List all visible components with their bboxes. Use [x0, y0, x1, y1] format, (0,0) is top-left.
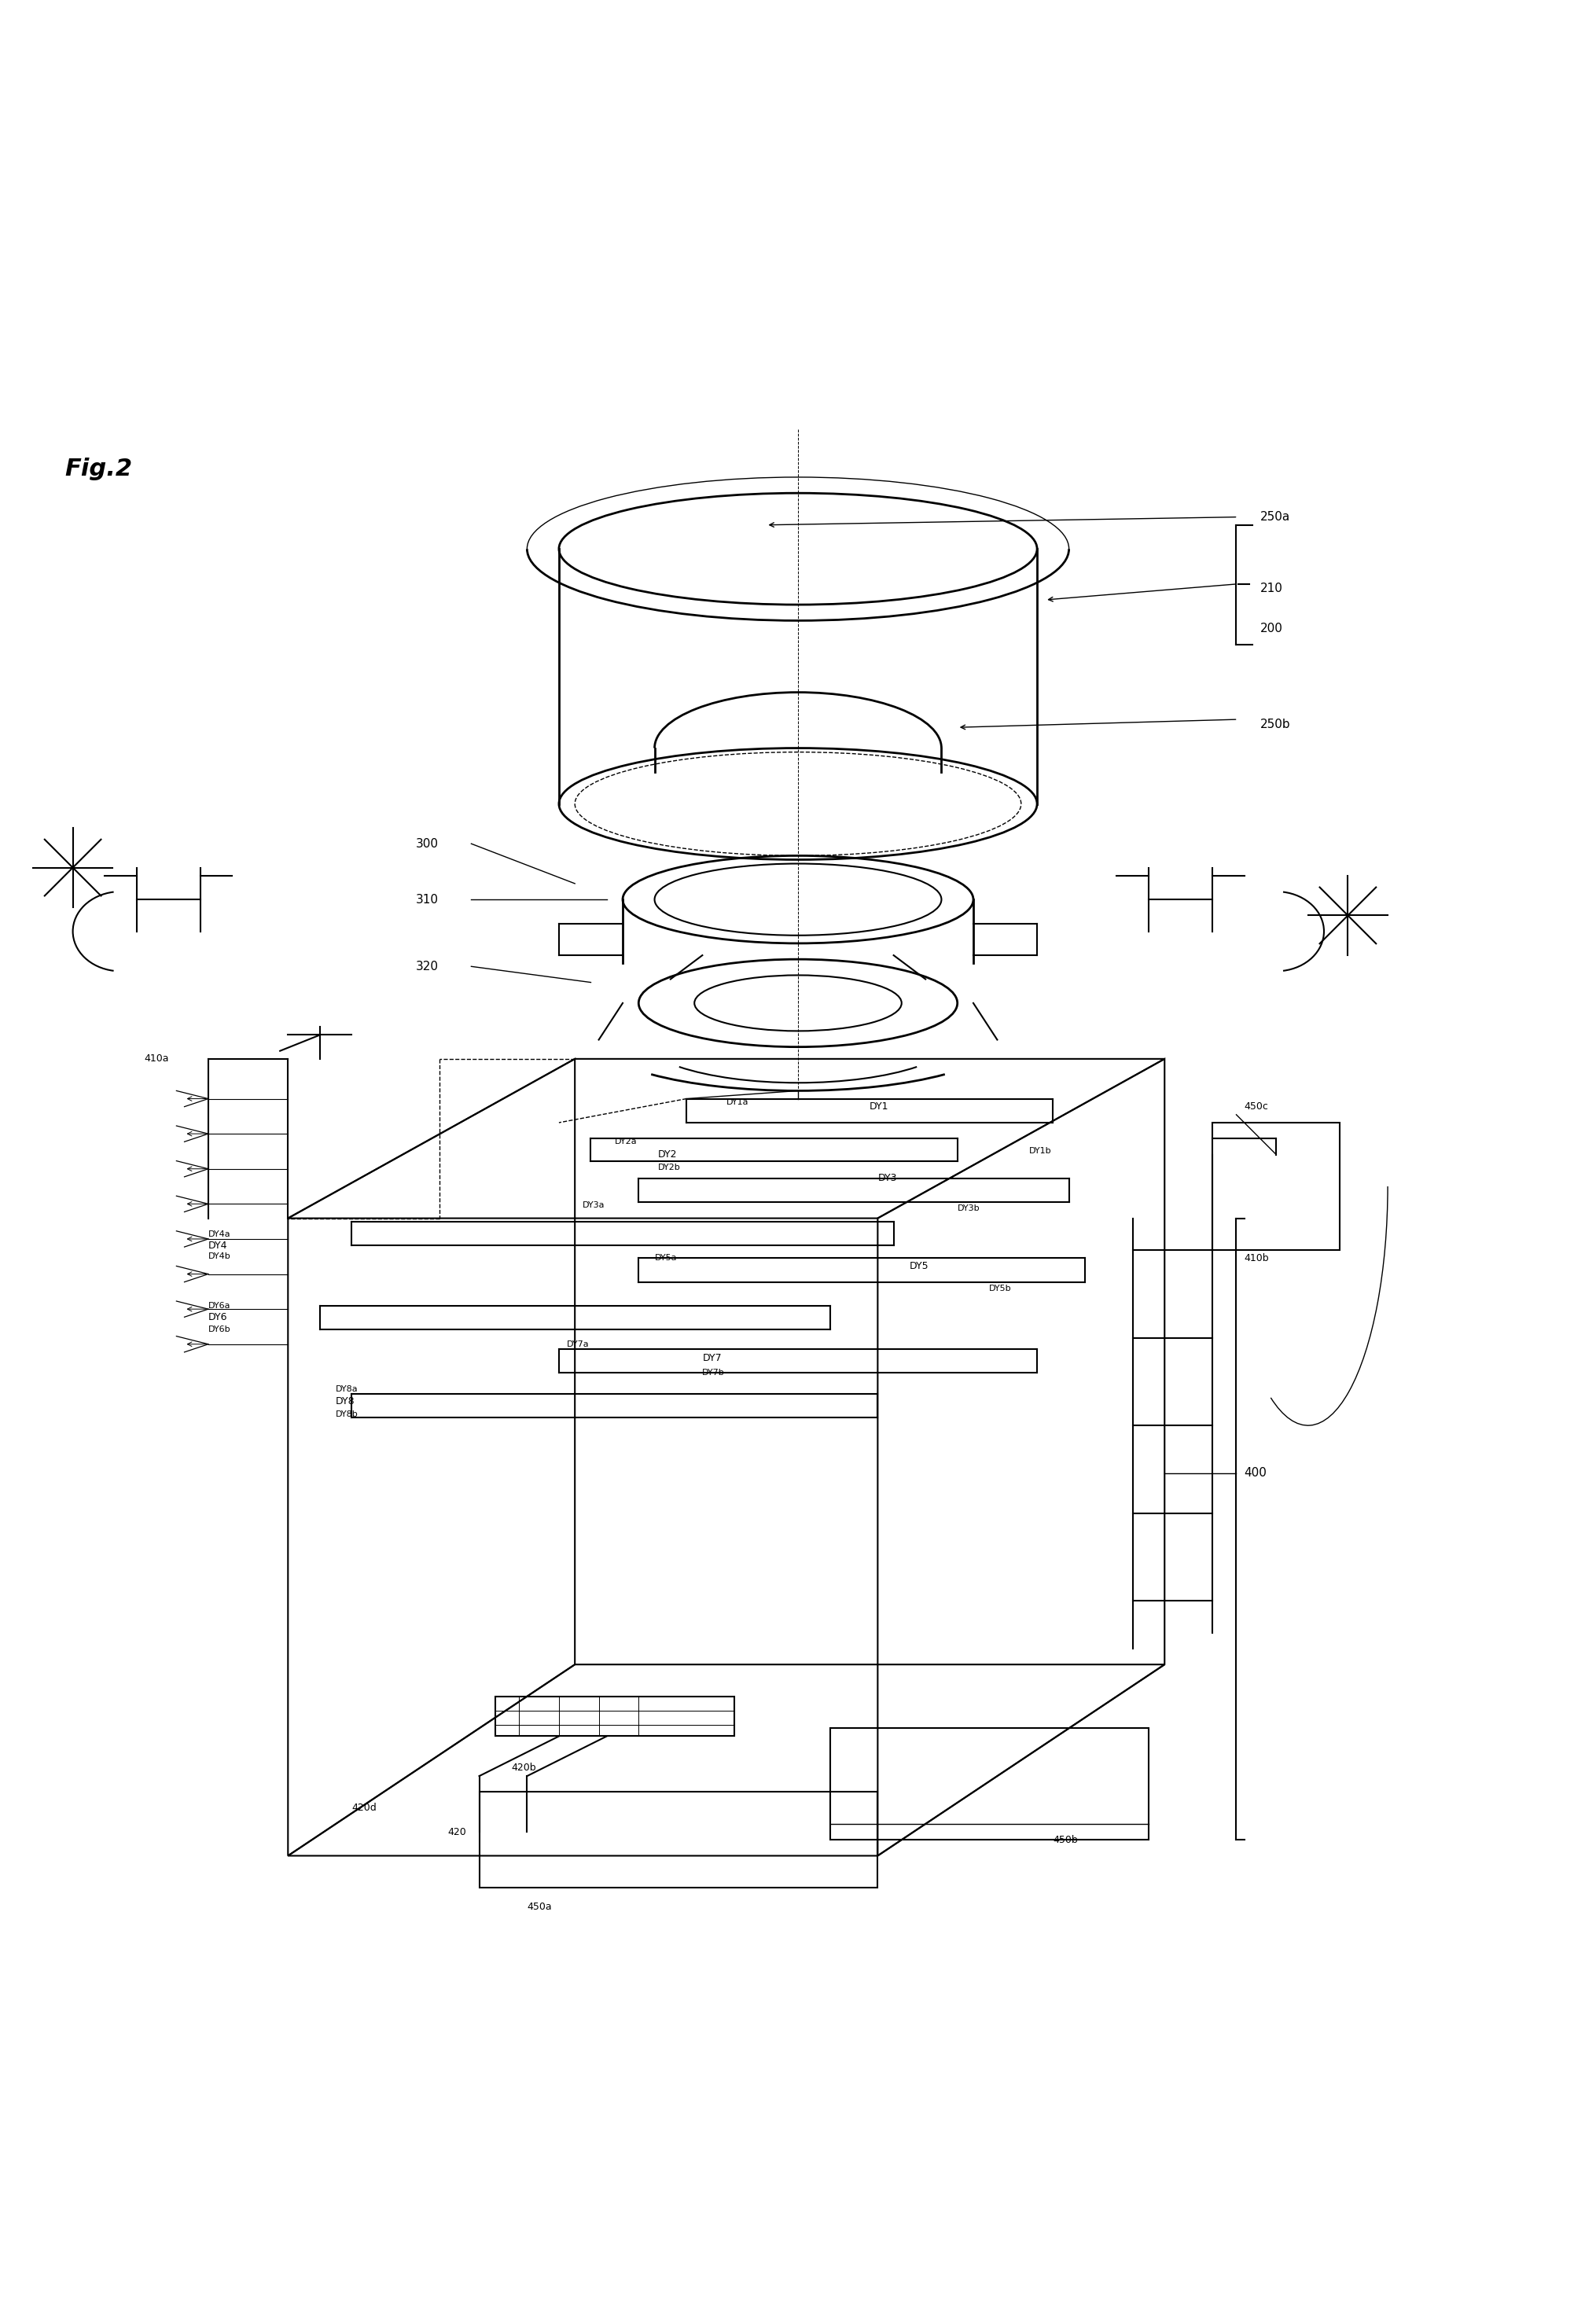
- Text: DY4: DY4: [209, 1240, 228, 1251]
- Text: 310: 310: [415, 894, 439, 905]
- Text: Fig.2: Fig.2: [65, 457, 132, 480]
- Text: DY8: DY8: [335, 1397, 356, 1406]
- Text: 420b: 420b: [511, 1764, 536, 1773]
- Text: 300: 300: [415, 838, 439, 850]
- Text: DY5a: DY5a: [654, 1254, 677, 1263]
- Text: DY3: DY3: [878, 1173, 897, 1185]
- Text: DY2: DY2: [658, 1150, 677, 1159]
- Text: DY1a: DY1a: [726, 1099, 749, 1106]
- Text: DY2a: DY2a: [614, 1138, 637, 1145]
- Text: DY8a: DY8a: [335, 1385, 358, 1392]
- Text: DY1b: DY1b: [1029, 1148, 1052, 1154]
- Text: DY7b: DY7b: [702, 1369, 725, 1376]
- Text: DY4a: DY4a: [209, 1231, 231, 1238]
- Bar: [830, 1727, 1149, 1840]
- Bar: [479, 1792, 878, 1889]
- Text: DY6: DY6: [209, 1312, 228, 1323]
- Text: 410b: 410b: [1245, 1254, 1269, 1263]
- Text: DY8b: DY8b: [335, 1411, 359, 1418]
- Text: 320: 320: [415, 961, 439, 972]
- Bar: [1213, 1122, 1341, 1249]
- Text: DY3b: DY3b: [958, 1205, 980, 1212]
- Text: 450c: 450c: [1245, 1101, 1269, 1113]
- Text: DY5b: DY5b: [990, 1284, 1012, 1293]
- Text: 420: 420: [447, 1826, 466, 1838]
- Text: 450b: 450b: [1053, 1836, 1077, 1845]
- Text: DY7: DY7: [702, 1353, 721, 1365]
- Text: 410a: 410a: [145, 1053, 169, 1064]
- Text: 250a: 250a: [1261, 510, 1290, 522]
- Text: 210: 210: [1261, 582, 1283, 596]
- Bar: [495, 1697, 734, 1736]
- Text: 450a: 450a: [527, 1903, 552, 1912]
- Text: DY6b: DY6b: [209, 1325, 231, 1335]
- Text: 250b: 250b: [1261, 718, 1291, 730]
- Text: DY4b: DY4b: [209, 1251, 231, 1261]
- Text: 420d: 420d: [351, 1803, 377, 1813]
- Text: DY5: DY5: [910, 1261, 929, 1272]
- Text: DY1: DY1: [870, 1101, 889, 1113]
- Text: DY7a: DY7a: [567, 1339, 589, 1348]
- Text: DY6a: DY6a: [209, 1302, 231, 1309]
- Text: DY2b: DY2b: [658, 1164, 680, 1171]
- Text: 400: 400: [1245, 1466, 1267, 1480]
- Text: DY3a: DY3a: [583, 1201, 605, 1210]
- Text: 200: 200: [1261, 623, 1283, 635]
